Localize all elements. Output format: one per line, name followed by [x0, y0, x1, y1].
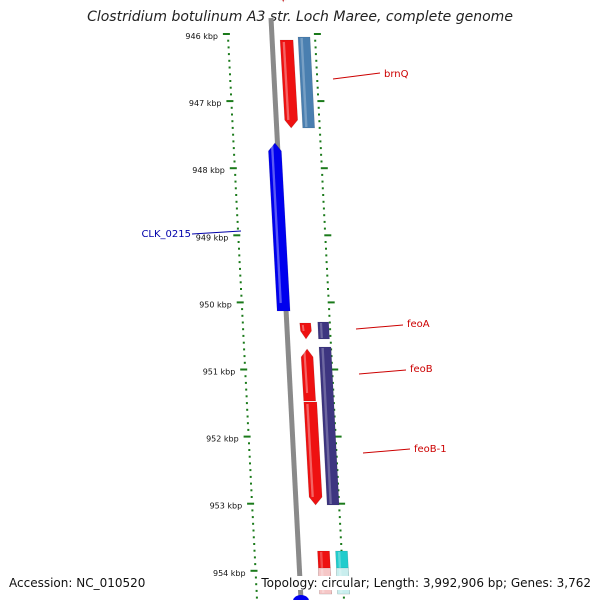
- gene-CLK_0215[interactable]: [268, 142, 291, 312]
- tick-label-0: 946 kbp: [185, 32, 218, 41]
- tick-label-1: 947 kbp: [189, 99, 222, 108]
- tick-label-8: 954 kbp: [213, 569, 246, 578]
- label-CLK_0215[interactable]: CLK_0215: [141, 229, 191, 240]
- cds-brnQ[interactable]: [297, 36, 316, 129]
- gene-feoB-1[interactable]: [303, 401, 323, 506]
- label-feoA[interactable]: feoA: [407, 319, 430, 330]
- tick-label-6: 952 kbp: [206, 435, 239, 444]
- gene-feoB-shine: [303, 350, 309, 394]
- leader-feoB: [358, 369, 407, 375]
- tick-labels: 946 kbp 947 kbp 948 kbp 949 kbp 950 kbp 951 k…: [185, 32, 245, 578]
- accession-text: Accession: NC_010520: [9, 576, 146, 590]
- gene-labels: brnQ CLK_0215 feoA feoB feoB-1: [141, 69, 446, 455]
- label-feoB[interactable]: feoB: [410, 364, 433, 375]
- gene-top-partial[interactable]: [279, 0, 287, 3]
- leader-brnQ: [332, 72, 381, 80]
- gene-feoA[interactable]: [299, 322, 312, 340]
- genes-layer: [268, 0, 351, 600]
- leader-feoB-1: [362, 448, 411, 454]
- gene-CLK_0215-shine: [270, 144, 282, 304]
- map-title: Clostridium botulinum A3 str. Loch Maree…: [87, 9, 513, 25]
- cds-feoA[interactable]: [317, 321, 330, 340]
- label-feoB-1[interactable]: feoB-1: [414, 444, 447, 455]
- tick-label-4: 950 kbp: [199, 300, 232, 309]
- gene-feoB-1-shine: [306, 403, 314, 498]
- tick-label-7: 953 kbp: [210, 502, 243, 511]
- topology-text: Topology: circular; Length: 3,992,906 bp…: [259, 576, 591, 590]
- gene-bottom-partial[interactable]: [293, 595, 309, 600]
- cds-feoB[interactable]: [318, 346, 340, 506]
- cds-feoB-shine: [321, 347, 332, 505]
- tick-label-3: 949 kbp: [196, 233, 229, 242]
- gene-brnQ[interactable]: [279, 39, 299, 129]
- leader-feoA: [355, 324, 404, 330]
- gene-feoB[interactable]: [300, 348, 317, 402]
- tick-label-5: 951 kbp: [203, 368, 236, 377]
- tick-label-2: 948 kbp: [192, 166, 225, 175]
- cds-brnQ-shine: [300, 37, 308, 128]
- leader-CLK_0215: [191, 230, 242, 235]
- gene-brnQ-shine: [282, 41, 290, 121]
- gene-feoA-shine: [301, 324, 305, 332]
- label-brnQ[interactable]: brnQ: [384, 69, 409, 80]
- cds-feoA-shine: [319, 322, 323, 339]
